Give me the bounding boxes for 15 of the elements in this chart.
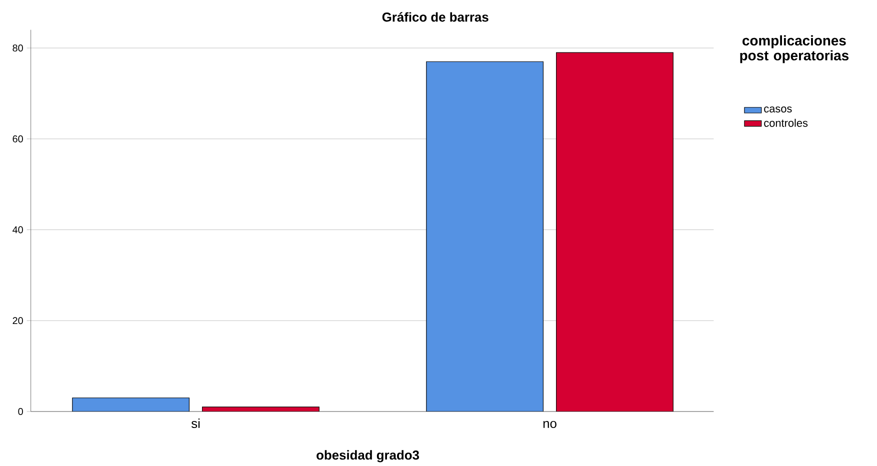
x-tick-label: si — [191, 418, 200, 428]
x-axis-title: obesidad grado3 — [316, 450, 420, 462]
x-tick-label: no — [543, 420, 556, 428]
y-tick-label: 40 — [12, 226, 23, 234]
legend-title: complicaciones post operatorias — [740, 35, 849, 64]
legend-label: controles — [764, 118, 808, 127]
bar — [72, 398, 190, 412]
y-tick-label: 80 — [12, 44, 23, 52]
chart-title: Gráfico de barras — [382, 12, 488, 22]
legend-label: casos — [764, 106, 792, 112]
y-tick-label: 20 — [12, 317, 23, 324]
y-tick-label: 0 — [18, 408, 23, 415]
bar — [426, 61, 544, 412]
bar — [556, 52, 674, 412]
y-tick-label: 60 — [12, 135, 23, 142]
